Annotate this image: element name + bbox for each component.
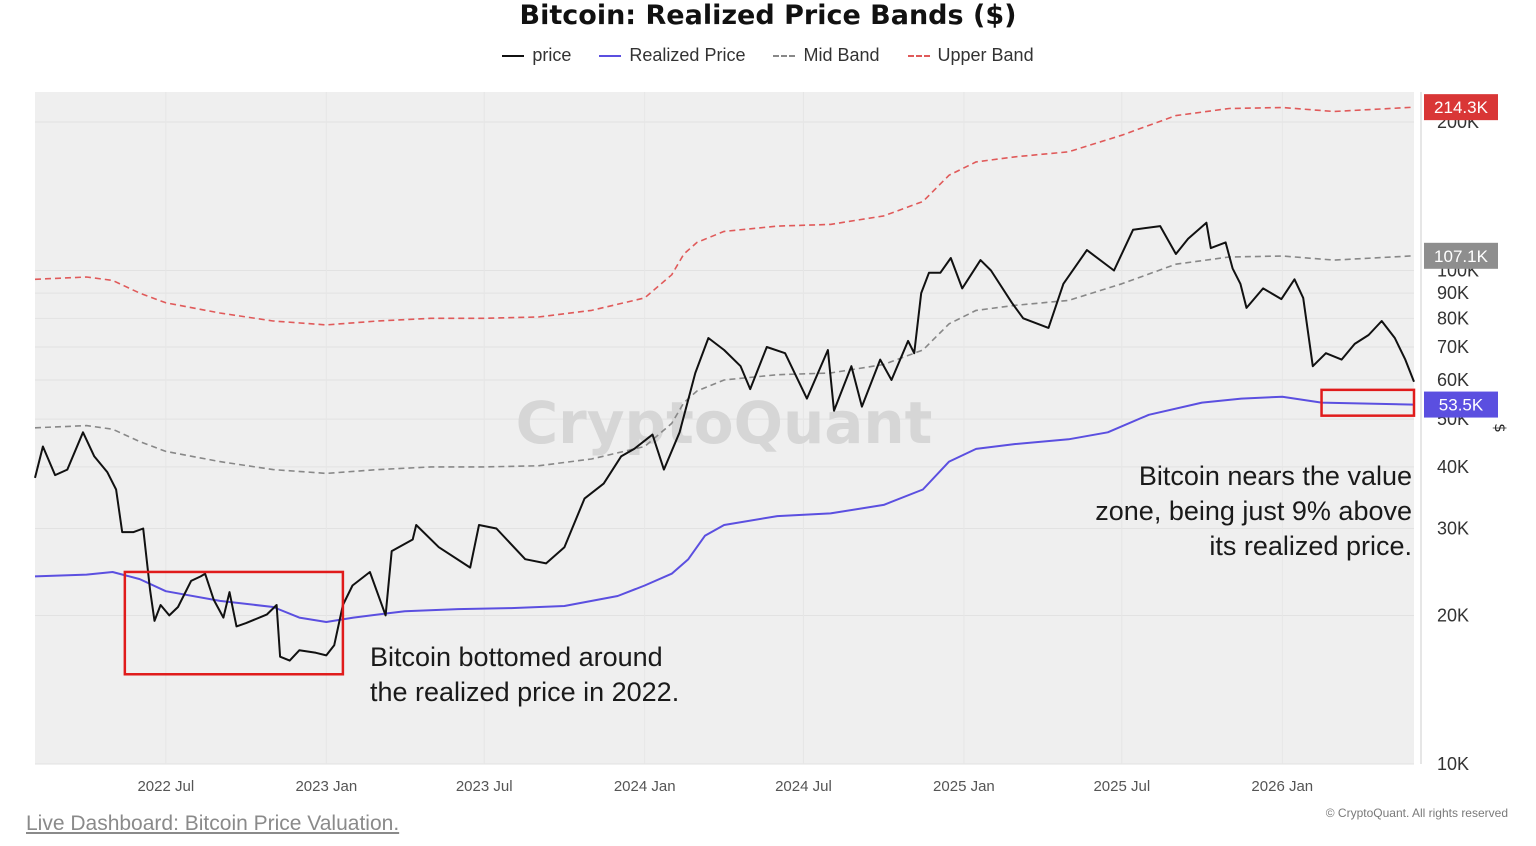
y-tick-label: 20K — [1437, 605, 1469, 625]
x-tick-label: 2025 Jul — [1093, 778, 1150, 795]
value-labels: 214.3K 107.1K 53.5K — [1424, 94, 1498, 418]
legend-swatch-realized-price — [599, 54, 622, 57]
annotation-line: Bitcoin bottomed around — [370, 642, 663, 672]
x-axis-labels: 2022 Jul 2023 Jan 2023 Jul 2024 Jan 2024 Jul… — [137, 778, 1313, 795]
legend-item-upper-band[interactable]: Upper Band — [907, 45, 1034, 66]
y-tick-label: 40K — [1437, 457, 1469, 477]
value-label: 107.1K — [1434, 247, 1489, 266]
live-dashboard-link[interactable]: Live Dashboard: Bitcoin Price Valuation. — [26, 812, 400, 835]
legend-label-price: price — [532, 45, 572, 65]
highlight-box — [123, 570, 345, 676]
value-label-box — [1424, 391, 1498, 418]
legend-label-realized-price: Realized Price — [629, 45, 746, 65]
grid — [35, 92, 1414, 765]
dollar-symbol-icon: $ — [1491, 423, 1509, 433]
y-tick-label: 30K — [1437, 519, 1469, 539]
series-layer — [34, 106, 1415, 662]
legend-item-price[interactable]: price — [502, 45, 571, 66]
series-line-upper-band — [34, 106, 1415, 326]
legend-swatch-upper-band — [907, 54, 930, 57]
legend-swatch-mid-band — [773, 54, 796, 57]
legend-label-upper-band: Upper Band — [937, 45, 1034, 65]
chart-title: Bitcoin: Realized Price Bands ($) — [519, 0, 1017, 31]
highlight-box — [1320, 388, 1416, 417]
series-line-mid-band — [34, 255, 1415, 475]
value-label-box — [1424, 242, 1498, 269]
series-line-price — [34, 221, 1415, 662]
legend-item-mid-band[interactable]: Mid Band — [773, 45, 880, 66]
highlight-boxes — [123, 388, 1416, 676]
annotation-line: its realized price. — [1209, 531, 1412, 561]
legend-label-mid-band: Mid Band — [803, 45, 880, 65]
value-label-box — [1424, 94, 1498, 121]
y-tick-label: 70K — [1437, 337, 1469, 357]
annotation-value-zone: Bitcoin nears the value zone, being just… — [1095, 459, 1412, 564]
x-tick-label: 2025 Jan — [933, 778, 995, 795]
annotation-line: the realized price in 2022. — [370, 677, 680, 707]
x-tick-label: 2023 Jan — [295, 778, 357, 795]
value-label: 53.5K — [1439, 396, 1484, 415]
y-tick-label: 90K — [1437, 283, 1469, 303]
annotation-line: zone, being just 9% above — [1095, 496, 1412, 526]
x-tick-label: 2024 Jul — [775, 778, 832, 795]
y-tick-label: 10K — [1437, 754, 1469, 774]
series-line-realized-price — [34, 395, 1415, 623]
copyright-notice: © CryptoQuant. All rights reserved — [1325, 806, 1508, 820]
x-tick-label: 2024 Jan — [614, 778, 676, 795]
legend: price Realized Price Mid Band Upper Band — [0, 45, 1536, 66]
annotation-bottom-2022: Bitcoin bottomed around the realized pri… — [370, 640, 679, 710]
y-tick-label: 60K — [1437, 370, 1469, 390]
x-tick-label: 2022 Jul — [137, 778, 194, 795]
annotation-line: Bitcoin nears the value — [1138, 461, 1412, 491]
value-label: 214.3K — [1434, 98, 1489, 117]
x-tick-label: 2023 Jul — [456, 778, 513, 795]
svg-text:$: $ — [1491, 423, 1509, 433]
plot-area — [35, 92, 1414, 764]
legend-item-realized-price[interactable]: Realized Price — [599, 45, 745, 66]
watermark: CryptoQuant — [516, 389, 933, 457]
x-tick-label: 2026 Jan — [1251, 778, 1313, 795]
legend-swatch-price — [502, 54, 525, 57]
y-tick-label: 80K — [1437, 308, 1469, 328]
